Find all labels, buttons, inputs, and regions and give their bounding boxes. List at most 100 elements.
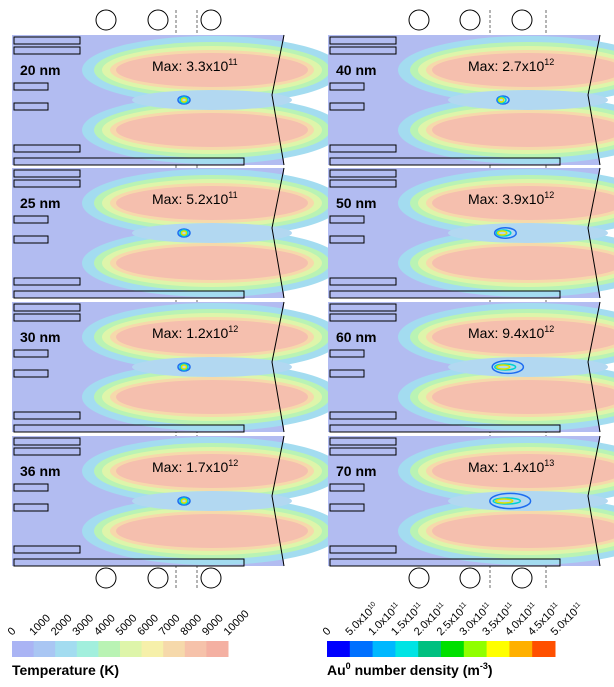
density-contour (177, 95, 191, 105)
max-value-exponent: 13 (544, 458, 554, 468)
plume-contour (432, 53, 614, 87)
colorbar-swatch (486, 641, 510, 657)
max-value-text: Max: 1.4x10 (468, 459, 544, 475)
electrode (329, 483, 365, 492)
title-superscript: 0 (346, 661, 351, 671)
plume-contour (432, 514, 614, 548)
density-contour (180, 498, 188, 504)
density-contour (497, 230, 508, 236)
colorbar-swatch (120, 641, 143, 657)
electrode-circle (200, 567, 222, 589)
max-value-exponent: 12 (544, 57, 554, 67)
plume-core (132, 357, 292, 377)
panel: 60 nm Max: 9.4x1012 (328, 301, 614, 433)
colorbar-swatch (327, 641, 351, 657)
plume-contour (116, 320, 308, 354)
electrode (329, 447, 397, 456)
electrode (329, 277, 397, 286)
electrode (329, 369, 365, 378)
panel: 20 nm Max: 3.3x1011 (12, 34, 342, 166)
plume-core (448, 357, 608, 377)
panel: 36 nm Max: 1.7x1012 (12, 435, 342, 567)
electrode (13, 36, 81, 45)
colorbar-label: 3000 (70, 612, 96, 638)
colorbar-swatch (372, 641, 396, 657)
max-value-exponent: 11 (228, 190, 237, 200)
colorbar-swatch (441, 641, 465, 657)
electrode-circle (147, 9, 169, 31)
colorbar-label-exponent: 11 (435, 601, 445, 611)
plume-core (132, 90, 292, 110)
colorbar-swatch (395, 641, 419, 657)
electrode (329, 349, 365, 358)
electrode-circle (200, 9, 222, 31)
chamber-wall (587, 34, 601, 166)
density-contour (179, 363, 189, 371)
plume-contour (116, 380, 308, 414)
colorbar-label-text: 0 (321, 625, 334, 638)
colorbar-swatch (163, 641, 186, 657)
panel: 70 nm Max: 1.4x1013 (328, 435, 614, 567)
panel-label: 36 nm (20, 463, 60, 479)
electrode (13, 157, 245, 166)
electrode-circle (459, 9, 481, 31)
colorbar-label: 8000 (178, 612, 204, 638)
panel-label: 50 nm (336, 195, 376, 211)
max-value-exponent: 12 (544, 190, 554, 200)
max-value-text: Max: 3.9x10 (468, 191, 544, 207)
electrode-circle (95, 567, 117, 589)
density-contour (180, 97, 188, 103)
density-contour (495, 229, 512, 237)
chamber-wall (587, 167, 601, 299)
plume-core (448, 90, 608, 110)
panel-label: 20 nm (20, 62, 60, 78)
electrode (329, 558, 561, 567)
electrode (329, 235, 365, 244)
colorbar-label-exponent: 11 (458, 601, 468, 611)
electrode (329, 503, 365, 512)
plume-contour (432, 320, 614, 354)
electrode (13, 558, 245, 567)
density-contour (180, 364, 188, 370)
colorbar-swatch (532, 641, 556, 657)
colorbar-swatch (349, 641, 374, 657)
colorbar-swatch (98, 641, 121, 657)
electrode (329, 290, 561, 299)
plume-contour (432, 380, 614, 414)
density-contour (498, 97, 505, 103)
plume-contour (116, 246, 308, 280)
electrode (13, 235, 49, 244)
colorbar-label: 4000 (92, 612, 118, 638)
colorbar-swatch (418, 641, 442, 657)
electrode (13, 313, 81, 322)
electrode-circle (408, 9, 430, 31)
electrode (13, 102, 49, 111)
density-contour (179, 497, 189, 505)
electrode (13, 437, 81, 446)
electrode (13, 144, 81, 153)
colorbar-label-exponent: 11 (572, 601, 582, 611)
electrode (13, 169, 81, 178)
plume-core (132, 491, 292, 511)
plume-contour (116, 514, 308, 548)
chamber-wall (271, 435, 285, 567)
electrode (13, 349, 49, 358)
density-contour (496, 364, 511, 370)
panel-label: 40 nm (336, 62, 376, 78)
plume-contour (432, 186, 614, 220)
plume-contour (116, 186, 308, 220)
max-value-exponent: 12 (544, 324, 554, 334)
colorbar-label-exponent: 11 (390, 601, 400, 611)
electrode-circle (408, 567, 430, 589)
title-superscript: -3 (480, 661, 488, 671)
colorbar-swatch (206, 641, 229, 657)
electrode-circle (511, 567, 533, 589)
electrode (329, 215, 365, 224)
plume-contour (432, 454, 614, 488)
electrode (329, 424, 561, 433)
chamber-wall (271, 34, 285, 166)
colorbar-label-exponent: 11 (549, 601, 559, 611)
electrode (329, 313, 397, 322)
max-value-exponent: 12 (228, 458, 238, 468)
